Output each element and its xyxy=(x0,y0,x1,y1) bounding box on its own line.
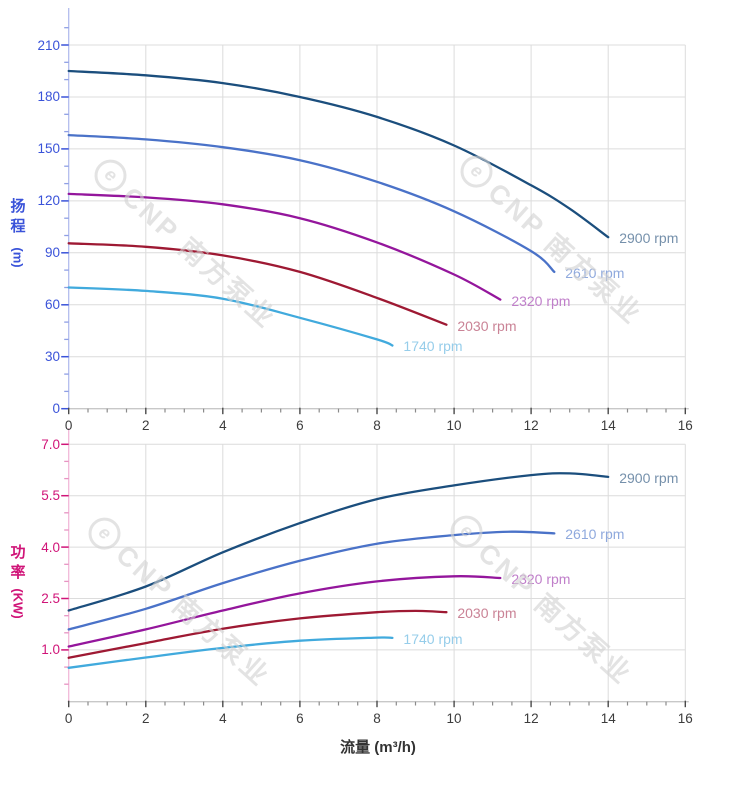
power-axis-title: 功率 (KW) xyxy=(6,543,30,619)
power-curve-2610-rpm xyxy=(67,530,556,631)
head-axis-title: 扬程 (m) xyxy=(6,197,30,268)
power-axis-title-text: 功率 xyxy=(10,544,26,581)
power-curve-2320-rpm xyxy=(67,575,502,648)
power-curve-1740-rpm xyxy=(67,636,394,669)
head-curve-2900-rpm xyxy=(67,69,610,239)
head-curve-2320-rpm xyxy=(67,192,502,301)
power-curve-2900-rpm xyxy=(67,472,610,612)
power-axis-unit: (KW) xyxy=(10,588,26,619)
head-curve-1740-rpm xyxy=(67,286,394,347)
head-chart xyxy=(61,8,689,415)
head-curve-2610-rpm xyxy=(67,133,556,274)
power-chart xyxy=(61,428,689,708)
head-curve-2030-rpm xyxy=(67,242,448,326)
power-curve-2030-rpm xyxy=(67,609,448,659)
head-axis-title-text: 扬程 xyxy=(10,198,26,235)
head-axis-unit: (m) xyxy=(10,247,26,268)
flow-axis-title: 流量 (m³/h) xyxy=(340,739,416,756)
